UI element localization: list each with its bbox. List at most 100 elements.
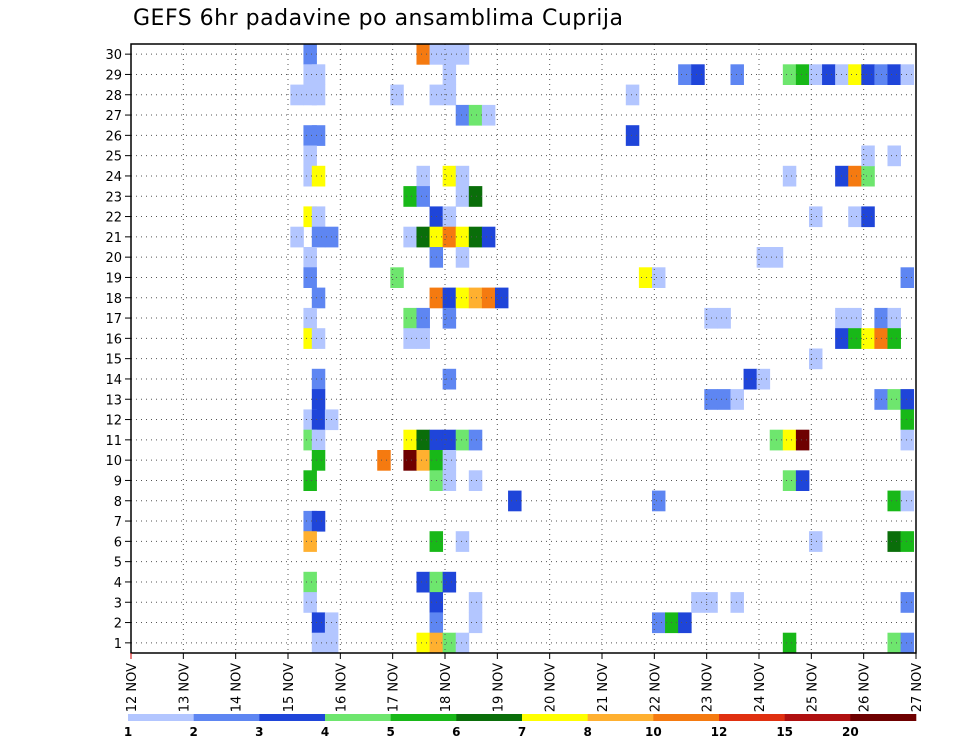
x-tick-label: 24 NOV <box>753 663 768 712</box>
heatmap-cell <box>311 84 326 106</box>
heatmap-cell <box>455 531 470 552</box>
heatmap-cell <box>625 125 640 146</box>
heatmap-cell <box>311 632 326 654</box>
heatmap-cell <box>416 44 430 65</box>
heatmap-cell <box>442 206 457 228</box>
heatmap-cell <box>848 165 862 187</box>
heatmap-cell <box>651 490 666 512</box>
heatmap-cell <box>390 84 404 106</box>
heatmap-cell <box>795 470 810 491</box>
colorbar-label: 15 <box>776 725 793 739</box>
colorbar-label: 8 <box>583 725 591 739</box>
heatmap-cell <box>403 226 417 248</box>
heatmap-cell <box>900 592 915 613</box>
heatmap-cell <box>311 368 326 390</box>
colorbar: 1 2 3 4 5 6 7 8 10 12 15 20 <box>124 714 917 739</box>
heatmap-cell <box>311 206 326 228</box>
y-tick-label: 19 <box>105 271 122 286</box>
heatmap-cell <box>442 44 457 65</box>
y-tick-label: 5 <box>114 556 122 571</box>
heatmap-cell <box>900 632 915 654</box>
heatmap-cell <box>303 267 317 288</box>
heatmap-cell <box>900 429 915 451</box>
heatmap-cell <box>311 64 326 85</box>
heatmap-cell <box>377 450 391 471</box>
heatmap-cell <box>311 328 326 349</box>
y-tick-label: 13 <box>105 393 122 408</box>
heatmap-cell <box>303 531 317 552</box>
x-tick-label: 27 NOV <box>910 663 925 712</box>
heatmap-cell <box>390 267 404 288</box>
y-tick-label: 11 <box>105 434 122 449</box>
heatmap-cell <box>730 389 744 410</box>
heatmap-cell <box>691 64 705 85</box>
heatmap-cell <box>303 44 317 65</box>
y-tick-label: 16 <box>105 332 122 347</box>
heatmap-cell <box>861 64 875 85</box>
heatmap-cell <box>455 287 470 309</box>
heatmap-cell <box>743 368 758 390</box>
heatmap-cell <box>311 409 326 431</box>
heatmap-cell <box>403 450 417 471</box>
plot-frame <box>130 43 917 654</box>
ticks-layer: 1234567891011121314151617181920212223242… <box>105 48 925 712</box>
heatmap-cell <box>303 470 317 491</box>
x-tick-label: 16 NOV <box>334 663 349 712</box>
y-tick-label: 25 <box>105 150 122 165</box>
colorbar-swatch <box>193 714 260 721</box>
heatmap-cell <box>442 571 457 593</box>
heatmap-cell <box>900 531 915 552</box>
heatmap-cell <box>717 307 731 329</box>
y-tick-label: 22 <box>105 211 122 226</box>
x-tick-label: 23 NOV <box>701 663 716 712</box>
heatmap-cell <box>311 226 326 248</box>
heatmap-cell <box>848 307 862 329</box>
heatmap-cell <box>782 470 797 491</box>
y-tick-label: 12 <box>105 414 122 429</box>
cells-layer <box>290 44 915 654</box>
heatmap-cell <box>311 510 326 532</box>
heatmap-cell <box>887 307 901 329</box>
heatmap-cell <box>782 429 797 451</box>
heatmap-cell <box>730 592 744 613</box>
colorbar-swatch <box>259 714 326 721</box>
heatmap-cell <box>887 145 901 167</box>
colorbar-label: 6 <box>452 725 460 739</box>
heatmap-cell <box>416 571 430 593</box>
heatmap-cell <box>848 328 862 349</box>
heatmap-cell <box>442 429 457 451</box>
heatmap-cell <box>678 612 692 634</box>
heatmap-cell <box>416 450 430 471</box>
colorbar-label: 5 <box>386 725 394 739</box>
heatmap-cell <box>795 64 810 85</box>
colorbar-label: 12 <box>711 725 728 739</box>
colorbar-label: 10 <box>645 725 662 739</box>
y-tick-label: 7 <box>114 515 122 530</box>
heatmap-cell <box>303 145 317 167</box>
heatmap-cell <box>290 226 304 248</box>
colorbar-swatch <box>522 714 588 721</box>
colorbar-label: 2 <box>189 725 197 739</box>
y-tick-label: 10 <box>105 454 122 469</box>
heatmap-cell <box>638 267 653 288</box>
x-tick-label: 25 NOV <box>805 663 820 712</box>
heatmap-cell <box>691 592 705 613</box>
heatmap-cell <box>311 612 326 634</box>
heatmap-cell <box>311 125 326 146</box>
y-tick-label: 23 <box>105 190 122 205</box>
heatmap-cell <box>455 429 470 451</box>
heatmap-cell <box>290 84 304 106</box>
y-tick-label: 14 <box>105 373 122 388</box>
heatmap-cell <box>455 186 470 207</box>
heatmap-cell <box>311 429 326 451</box>
heatmap-cell <box>861 145 875 167</box>
heatmap-cell <box>416 226 430 248</box>
heatmap-cell <box>311 389 326 410</box>
heatmap-cell <box>795 429 810 451</box>
heatmap-cell <box>848 206 862 228</box>
heatmap-cell <box>887 490 901 512</box>
y-tick-label: 8 <box>114 495 122 510</box>
x-tick-label: 20 NOV <box>544 663 559 712</box>
y-tick-label: 2 <box>114 617 122 632</box>
